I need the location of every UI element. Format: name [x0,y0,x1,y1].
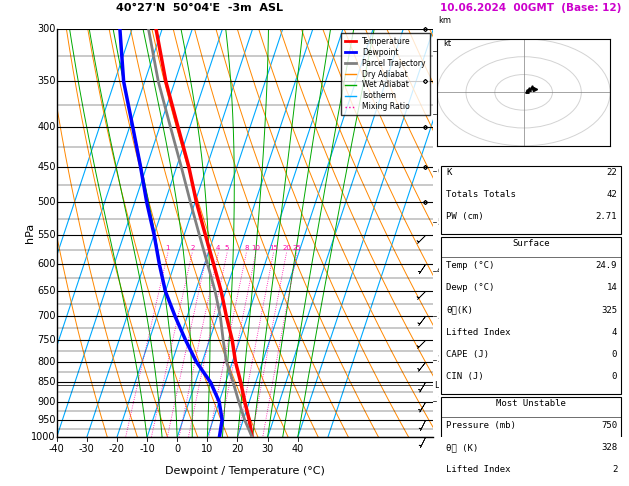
Text: hPa: hPa [25,223,35,243]
Text: 4: 4 [612,328,617,337]
Text: 30: 30 [262,444,274,453]
Text: -10: -10 [139,444,155,453]
Text: 800: 800 [38,357,56,367]
Text: 5: 5 [225,244,230,251]
Text: Most Unstable: Most Unstable [496,399,565,408]
Bar [441,237,621,394]
Text: 10: 10 [201,444,213,453]
Text: θᴄ(K): θᴄ(K) [447,306,473,314]
Text: Lifted Index: Lifted Index [447,465,511,474]
Text: 750: 750 [37,335,56,345]
Text: 900: 900 [38,397,56,407]
Text: 20: 20 [282,244,291,251]
Text: -40: -40 [48,444,65,453]
Text: 325: 325 [601,306,617,314]
Text: 4: 4 [437,266,442,276]
Text: Lifted Index: Lifted Index [447,328,511,337]
Text: ASL: ASL [438,35,454,44]
Text: 500: 500 [37,197,56,208]
Text: -30: -30 [79,444,94,453]
Text: 2: 2 [437,355,442,364]
Text: 750: 750 [601,421,617,430]
Text: 14: 14 [606,283,617,293]
Text: K: K [447,168,452,177]
Legend: Temperature, Dewpoint, Parcel Trajectory, Dry Adiabat, Wet Adiabat, Isotherm, Mi: Temperature, Dewpoint, Parcel Trajectory… [341,33,430,115]
Text: θᴄ (K): θᴄ (K) [447,443,479,452]
Text: 7: 7 [437,109,442,118]
Text: Dewp (°C): Dewp (°C) [447,283,494,293]
Text: 8: 8 [437,47,442,55]
Text: CIN (J): CIN (J) [447,372,484,381]
Text: 3: 3 [205,244,209,251]
Text: LCL: LCL [434,381,449,390]
Text: 1: 1 [437,397,442,405]
Text: 300: 300 [38,24,56,34]
Bar [441,397,621,486]
Text: 650: 650 [37,286,56,296]
Text: 0: 0 [612,349,617,359]
Text: © weatheronline.co.uk: © weatheronline.co.uk [483,424,579,434]
Text: PW (cm): PW (cm) [447,212,484,221]
Text: 10.06.2024  00GMT  (Base: 12): 10.06.2024 00GMT (Base: 12) [440,3,621,13]
Text: Totals Totals: Totals Totals [447,190,516,199]
Text: -20: -20 [109,444,125,453]
Text: kt: kt [443,39,451,48]
Text: 0: 0 [612,372,617,381]
Text: 15: 15 [269,244,278,251]
Text: Temp (°C): Temp (°C) [447,261,494,270]
Text: 3: 3 [437,312,442,321]
Text: 850: 850 [37,377,56,387]
Text: Dewpoint / Temperature (°C): Dewpoint / Temperature (°C) [165,466,325,476]
Text: 2: 2 [190,244,194,251]
Text: 40°27'N  50°04'E  -3m  ASL: 40°27'N 50°04'E -3m ASL [116,3,283,13]
Text: 400: 400 [38,122,56,132]
Text: 40: 40 [292,444,304,453]
Text: 700: 700 [37,312,56,321]
Text: 42: 42 [606,190,617,199]
Text: 24.9: 24.9 [596,261,617,270]
Text: 450: 450 [37,162,56,172]
Text: 600: 600 [38,259,56,269]
Text: 8: 8 [244,244,248,251]
Text: 4: 4 [216,244,221,251]
Text: 25: 25 [292,244,301,251]
Text: 2: 2 [612,465,617,474]
Text: 328: 328 [601,443,617,452]
Text: 6: 6 [437,167,442,175]
Bar [441,166,621,234]
Text: Surface: Surface [512,240,550,248]
Text: 22: 22 [606,168,617,177]
Text: 2.71: 2.71 [596,212,617,221]
Text: CAPE (J): CAPE (J) [447,349,489,359]
Text: 5: 5 [437,218,442,226]
Text: 10: 10 [252,244,260,251]
Text: 1000: 1000 [31,433,56,442]
Text: 550: 550 [37,230,56,240]
Text: km: km [438,16,451,25]
Text: 0: 0 [174,444,181,453]
Text: 20: 20 [231,444,243,453]
Text: 350: 350 [37,76,56,87]
Text: Pressure (mb): Pressure (mb) [447,421,516,430]
Text: 1: 1 [165,244,170,251]
Text: 950: 950 [37,415,56,425]
Text: Mixing Ratio (g/kg): Mixing Ratio (g/kg) [454,193,462,273]
